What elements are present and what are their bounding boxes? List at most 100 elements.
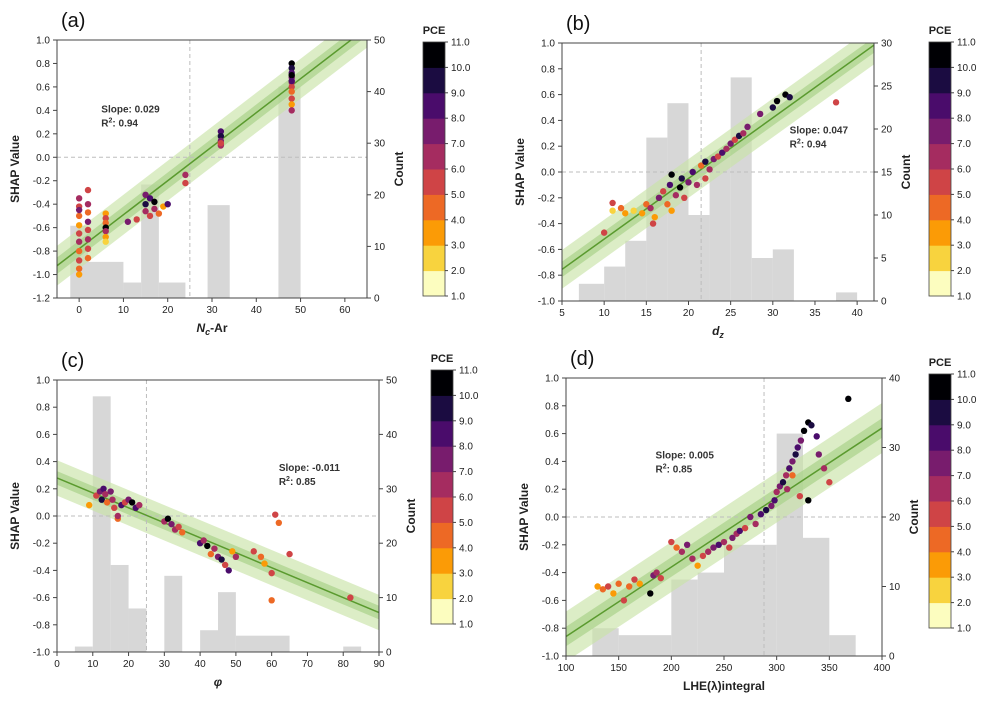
x-axis-label-sub: z [718, 330, 724, 340]
x-axis-label: Nc-Ar [196, 321, 227, 337]
y-tick-label: -0.8 [33, 620, 51, 631]
y-tick-label: -0.2 [538, 193, 556, 204]
histogram-bar [836, 292, 858, 301]
r2-value: : 0.85 [667, 465, 693, 476]
data-point [84, 209, 92, 216]
y2-tick-label: 40 [386, 430, 398, 441]
x-tick-label: 60 [339, 305, 351, 316]
y2-tick-label: 30 [374, 139, 386, 150]
y-tick-label: 0.2 [545, 485, 559, 496]
data-point [789, 472, 796, 479]
y2-tick-label: 20 [889, 513, 901, 524]
data-point [805, 497, 812, 504]
colorbar-tick-label: 6.0 [957, 497, 971, 508]
data-point [752, 520, 759, 528]
data-point [727, 140, 734, 147]
x-tick-label: 400 [874, 663, 891, 674]
histogram-bar [724, 544, 777, 656]
colorbar-tick-label: 11.0 [451, 38, 470, 49]
data-point [84, 236, 92, 243]
data-point [622, 210, 629, 217]
data-point [693, 181, 701, 189]
data-point [268, 597, 275, 604]
histogram-bar [803, 537, 830, 656]
x-tick-label: 200 [663, 663, 680, 674]
colorbar-tick-label: 2.0 [957, 266, 971, 277]
colorbar-segment [929, 143, 951, 170]
data-point [668, 207, 675, 214]
data-point [84, 200, 92, 208]
data-point [710, 544, 717, 551]
colorbar-tick-label: 3.0 [459, 569, 473, 580]
data-point [715, 541, 722, 548]
x-tick-label: 90 [373, 659, 385, 670]
colorbar-tick-label: 7.0 [459, 467, 473, 478]
histogram-bar [200, 630, 218, 652]
data-point [786, 93, 793, 101]
data-point [609, 199, 616, 207]
colorbar: PCE 1.0 2.0 3.0 4.0 5.0 6.0 7.0 8.0 9.0 10.0 11.0 [928, 25, 977, 303]
colorbar-tick-label: 3.0 [957, 241, 971, 252]
data-point [200, 537, 207, 544]
data-point [792, 451, 799, 458]
x-tick-label: 30 [767, 308, 779, 319]
data-point [84, 254, 92, 262]
data-point [133, 216, 140, 223]
data-point [655, 194, 663, 201]
histogram-bar [671, 579, 698, 656]
data-point [706, 166, 713, 173]
histogram-bar [697, 572, 724, 656]
slope-annotation: Slope: -0.011 [279, 463, 341, 474]
x-axis-label-main: φ [214, 675, 223, 689]
histogram-bar [751, 258, 773, 301]
colorbar-segment [929, 551, 951, 578]
histogram-bar [578, 283, 605, 301]
data-point [75, 257, 83, 264]
y-tick-label: -0.4 [542, 568, 560, 579]
data-point [617, 204, 625, 212]
data-point [594, 583, 601, 590]
y2-tick-label: 20 [881, 125, 893, 136]
data-point [668, 171, 675, 178]
r2-superscript: 2 [663, 464, 667, 471]
colorbar-tick-label: 10.0 [957, 395, 977, 406]
data-point [164, 200, 171, 208]
colorbar-segment [423, 194, 445, 221]
colorbar-tick-label: 3.0 [451, 241, 465, 252]
colorbar-segment [929, 475, 951, 502]
y-tick-label: 0.8 [545, 401, 559, 412]
colorbar-tick-label: 8.0 [459, 442, 473, 453]
data-point [225, 567, 232, 574]
data-point [102, 233, 109, 241]
data-point [668, 538, 675, 546]
r2-label: R [656, 465, 664, 476]
colorbar-segment [431, 547, 453, 574]
data-point [175, 523, 182, 531]
histogram-bar [88, 261, 124, 298]
colorbar-segment [431, 395, 453, 422]
slope-annotation: Slope: 0.005 [656, 451, 715, 462]
data-point [250, 548, 257, 555]
data-point [84, 218, 92, 225]
colorbar-segment [929, 118, 951, 145]
data-point [769, 104, 777, 111]
chart-panel-4: 100 150 200 250 300 350 400-1.0-0.8-0.6-0.4-0.… [517, 348, 977, 693]
panel-label: (b) [566, 13, 590, 35]
y2-tick-label: 10 [374, 242, 386, 253]
data-point [146, 195, 154, 202]
y-tick-label: 0.6 [36, 430, 50, 441]
data-point [75, 265, 83, 272]
data-point [109, 496, 116, 503]
histogram-bar [110, 564, 129, 652]
colorbar-tick-label: 7.0 [957, 471, 971, 482]
data-point [714, 153, 722, 160]
x-tick-label: 25 [725, 308, 737, 319]
x-tick-label: 10 [87, 659, 99, 670]
x-axis-label: LHE(λ)integral [683, 679, 765, 693]
x-tick-label: 100 [558, 663, 575, 674]
colorbar-tick-label: 4.0 [957, 215, 971, 226]
colorbar: PCE 1.0 2.0 3.0 4.0 5.0 6.0 7.0 8.0 9.0 10.0 11.0 [430, 353, 479, 631]
histogram-bar [123, 282, 142, 298]
data-point [232, 553, 240, 560]
panel-label: (d) [570, 348, 594, 370]
